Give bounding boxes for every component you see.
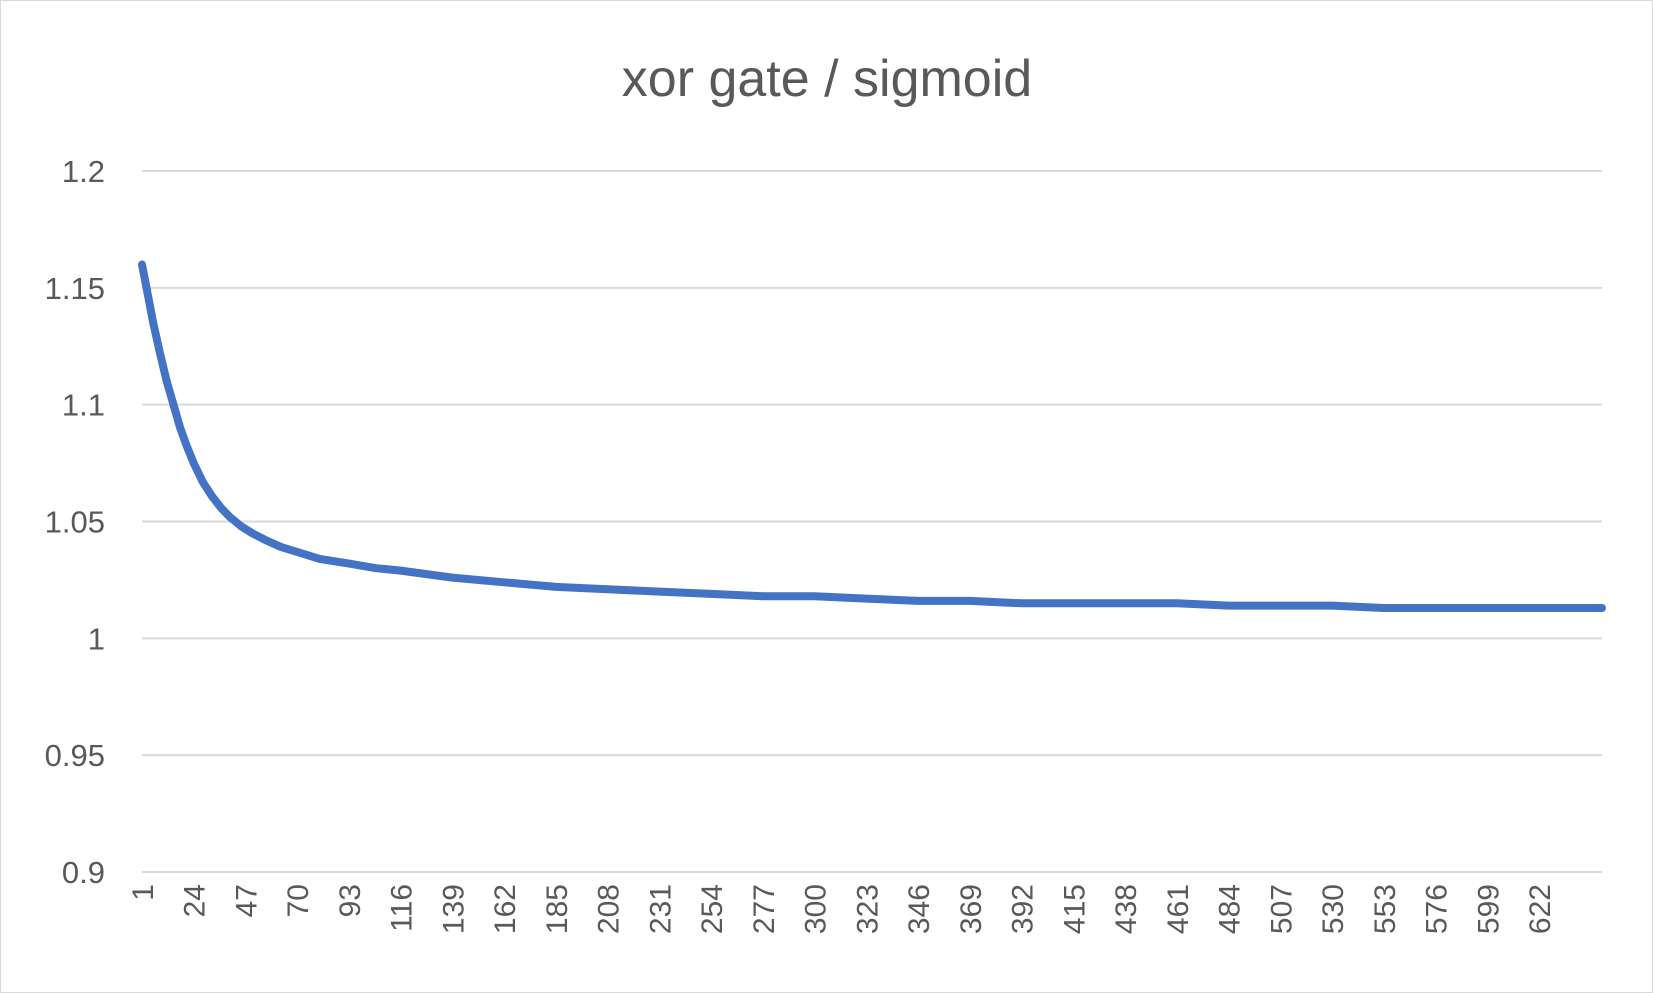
y-tick-label: 1 <box>88 621 105 656</box>
x-tick-label: 323 <box>851 884 884 934</box>
x-tick-label: 507 <box>1265 884 1298 934</box>
x-tick-label: 392 <box>1007 884 1040 934</box>
y-tick-label: 0.9 <box>62 855 105 890</box>
x-tick-label: 277 <box>748 884 781 934</box>
x-tick-label: 530 <box>1317 884 1350 934</box>
y-tick-label: 1.05 <box>45 505 105 540</box>
x-axis-ticks: 1 24 47 70 93 116 139 162 185 208 231 254 277 300 323 3… <box>127 884 1557 934</box>
y-axis-ticks: 0.9 0.95 1 1.05 1.1 1.15 1.2 <box>45 154 105 890</box>
x-tick-label: 47 <box>230 884 263 917</box>
y-tick-label: 1.2 <box>62 154 105 189</box>
x-tick-label: 93 <box>334 884 367 917</box>
x-tick-label: 438 <box>1110 884 1143 934</box>
x-tick-label: 599 <box>1472 884 1505 934</box>
y-tick-label: 0.95 <box>45 738 105 773</box>
x-tick-label: 162 <box>489 884 522 934</box>
x-tick-label: 254 <box>696 884 729 934</box>
x-tick-label: 576 <box>1421 884 1454 934</box>
y-tick-label: 1.15 <box>45 271 105 306</box>
gridlines <box>142 170 1602 873</box>
series-layer <box>138 260 1606 612</box>
x-tick-label: 116 <box>386 884 419 932</box>
x-tick-label: 24 <box>179 884 212 917</box>
x-tick-label: 1 <box>127 884 160 901</box>
series-line <box>138 260 1606 612</box>
x-tick-label: 484 <box>1214 884 1247 934</box>
y-tick-label: 1.1 <box>62 388 105 423</box>
x-tick-label: 461 <box>1162 884 1195 934</box>
chart-title: xor gate / sigmoid <box>622 50 1032 108</box>
x-tick-label: 553 <box>1369 884 1402 934</box>
x-tick-label: 346 <box>903 884 936 934</box>
x-tick-label: 231 <box>644 884 677 934</box>
x-tick-label: 185 <box>541 884 574 934</box>
x-tick-label: 139 <box>437 884 470 934</box>
x-tick-label: 300 <box>800 884 833 934</box>
x-tick-label: 415 <box>1058 884 1091 934</box>
x-tick-label: 369 <box>955 884 988 934</box>
x-tick-label: 70 <box>282 884 315 917</box>
x-tick-label: 622 <box>1524 884 1557 934</box>
x-tick-label: 208 <box>593 884 626 934</box>
